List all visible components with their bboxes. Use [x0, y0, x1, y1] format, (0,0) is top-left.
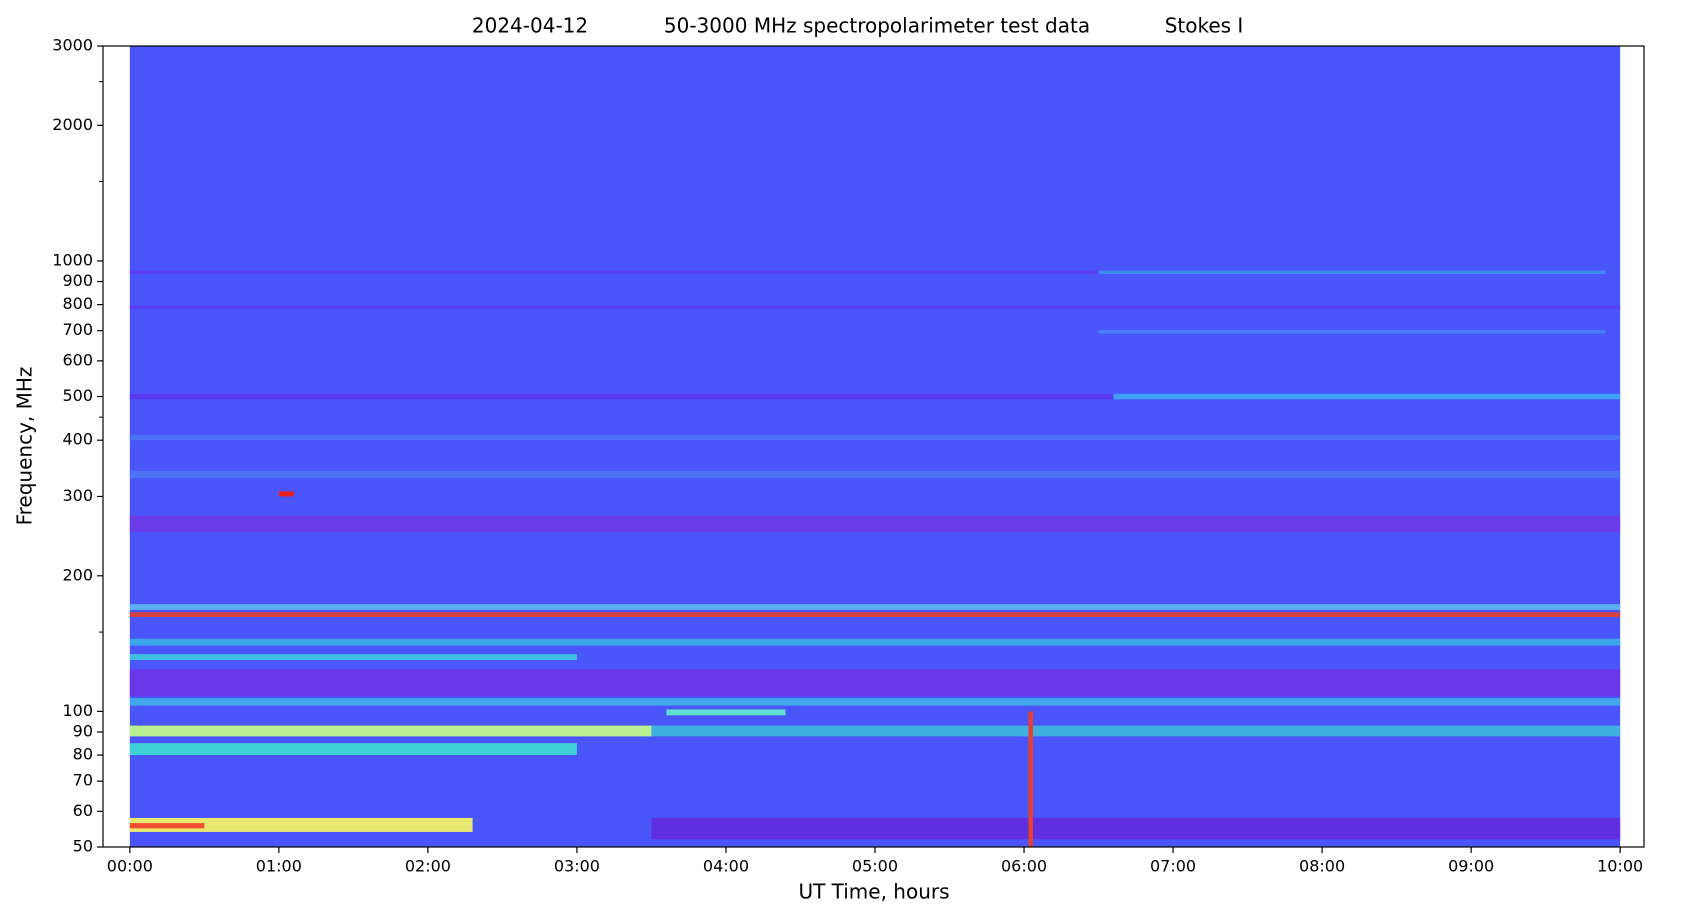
spectral-band — [129, 612, 1621, 618]
y-tick-label: 2000 — [52, 115, 93, 134]
x-tick-label: 10:00 — [1597, 857, 1643, 876]
spectral-band — [1028, 711, 1033, 847]
spectral-band — [651, 725, 1621, 737]
spectral-band — [129, 305, 1621, 310]
y-tick-label: 900 — [62, 271, 93, 290]
y-tick-label: 300 — [62, 486, 93, 505]
x-tick-label: 05:00 — [852, 857, 898, 876]
chart-title: 2024-04-12 — [472, 14, 588, 38]
y-tick-label: 100 — [62, 701, 93, 720]
spectral-band — [129, 435, 1621, 441]
y-axis-label: Frequency, MHz — [13, 367, 37, 526]
spectral-band — [1098, 270, 1606, 275]
y-tick-label: 3000 — [52, 36, 93, 55]
y-tick-label: 400 — [62, 430, 93, 449]
spectral-band — [278, 491, 294, 497]
x-tick-label: 08:00 — [1299, 857, 1345, 876]
spectral-band — [129, 654, 577, 661]
spectral-band — [129, 470, 1621, 478]
y-tick-label: 90 — [73, 722, 93, 741]
plot-frame — [102, 45, 1645, 848]
spectral-band — [129, 270, 1099, 275]
spectral-band — [129, 515, 1621, 533]
spectral-band — [129, 823, 205, 829]
y-tick-label: 50 — [73, 837, 93, 856]
spectral-band — [129, 604, 1621, 610]
y-tick-label: 500 — [62, 386, 93, 405]
y-tick-label: 1000 — [52, 250, 93, 269]
x-tick-label: 02:00 — [405, 857, 451, 876]
spectral-band — [129, 743, 577, 756]
y-tick-label: 60 — [73, 801, 93, 820]
spectral-band — [129, 669, 1621, 697]
spectral-band — [129, 393, 1114, 400]
y-tick-label: 70 — [73, 771, 93, 790]
spectral-band — [1113, 393, 1621, 400]
spectrogram-background — [129, 46, 1621, 847]
chart-title: Stokes I — [1165, 14, 1244, 38]
x-tick-label: 07:00 — [1150, 857, 1196, 876]
spectral-band — [1098, 330, 1606, 334]
x-axis-label: UT Time, hours — [798, 880, 949, 904]
x-tick-label: 09:00 — [1448, 857, 1494, 876]
spectral-band — [129, 698, 1621, 706]
spectral-band — [666, 709, 786, 716]
x-tick-label: 03:00 — [554, 857, 600, 876]
spectral-band — [129, 638, 1621, 646]
x-tick-label: 06:00 — [1001, 857, 1047, 876]
y-tick-label: 200 — [62, 565, 93, 584]
y-tick-label: 800 — [62, 294, 93, 313]
x-tick-label: 04:00 — [703, 857, 749, 876]
x-tick-label: 01:00 — [256, 857, 302, 876]
chart-title: 50-3000 MHz spectropolarimeter test data — [664, 14, 1090, 38]
spectral-band — [651, 817, 1621, 840]
x-tick-label: 00:00 — [107, 857, 153, 876]
y-tick-label: 80 — [73, 745, 93, 764]
spectral-band — [129, 725, 652, 737]
y-tick-label: 700 — [62, 320, 93, 339]
spectral-band — [129, 817, 473, 832]
y-tick-label: 600 — [62, 350, 93, 369]
